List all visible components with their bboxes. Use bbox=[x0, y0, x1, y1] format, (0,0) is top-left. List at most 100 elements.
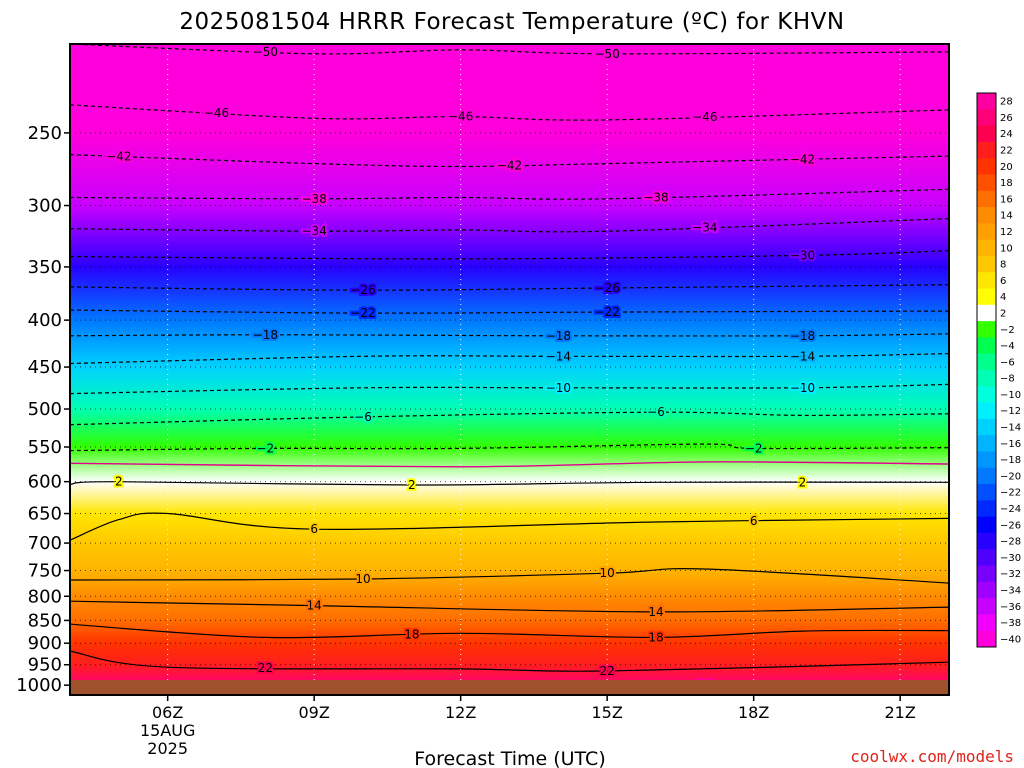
isotherm-line bbox=[70, 154, 949, 168]
isotherm-line bbox=[70, 383, 949, 395]
colorbar-label: −2 bbox=[1000, 325, 1015, 336]
isotherm-label-halo: −34 bbox=[692, 221, 717, 235]
isotherm-label: −50 bbox=[253, 45, 278, 59]
colorbar-label: −6 bbox=[1000, 357, 1015, 368]
isotherm-line bbox=[70, 284, 949, 291]
isotherm-label: −22 bbox=[350, 306, 375, 320]
colorbar-label: −36 bbox=[1000, 602, 1021, 613]
colorbar-label: 28 bbox=[1000, 97, 1013, 108]
isotherm-label-halo: 2 bbox=[115, 475, 123, 489]
isotherm-label-halo: −22 bbox=[595, 305, 620, 319]
isotherm-label: −46 bbox=[204, 106, 229, 120]
colorbar-swatch bbox=[977, 630, 996, 648]
temperature-field bbox=[70, 44, 949, 695]
colorbar-label: 2 bbox=[1000, 308, 1006, 319]
colorbar-swatch bbox=[977, 141, 996, 159]
colorbar-swatch bbox=[977, 598, 996, 615]
y-tick-label: 550 bbox=[28, 437, 62, 458]
colorbar-label: −8 bbox=[1000, 374, 1015, 385]
colorbar: 28 26 24 22 20 18 16 14 12 10 8 6 4 2 −2 −4 −6 −8 −10 −12 −1… bbox=[976, 92, 1021, 648]
isotherm-label-halo: −46 bbox=[448, 110, 473, 124]
y-tick-label: 400 bbox=[28, 310, 62, 331]
x-tick-sublabel: 2025 bbox=[147, 739, 188, 758]
x-tick-label: 15Z bbox=[592, 703, 623, 722]
isotherm-line bbox=[70, 443, 949, 452]
colorbar-label: 10 bbox=[1000, 243, 1013, 254]
y-tick-label: 600 bbox=[28, 472, 62, 493]
isotherm-label: 6 bbox=[750, 514, 758, 528]
isotherm-label-halo: −18 bbox=[546, 329, 571, 343]
colorbar-frame bbox=[976, 92, 997, 648]
colorbar-swatch bbox=[977, 581, 996, 599]
isotherm-label: −46 bbox=[692, 110, 717, 124]
isotherm-label-halo: 6 bbox=[750, 514, 758, 528]
isotherm-label: −42 bbox=[497, 159, 522, 173]
colorbar-swatch bbox=[977, 109, 996, 127]
colorbar-label: −20 bbox=[1000, 471, 1021, 482]
isotherm-label: −42 bbox=[106, 149, 131, 163]
colorbar-swatch bbox=[977, 239, 996, 257]
isotherm-label: 10 bbox=[600, 566, 615, 580]
colorbar-label: −34 bbox=[1000, 585, 1021, 596]
colorbar-label: −24 bbox=[1000, 504, 1021, 515]
isotherm-line bbox=[70, 461, 949, 468]
credit-link[interactable]: coolwx.com/models bbox=[850, 747, 1014, 766]
colorbar-label: −26 bbox=[1000, 520, 1021, 531]
colorbar-label: −32 bbox=[1000, 569, 1021, 580]
colorbar-swatch bbox=[977, 255, 996, 273]
colorbar-label: 12 bbox=[1000, 227, 1013, 238]
colorbar-label: 6 bbox=[1000, 276, 1006, 287]
isotherm-label-halo: 6 bbox=[310, 522, 318, 536]
isotherm-label: −6 bbox=[647, 405, 665, 419]
colorbar-swatch bbox=[977, 93, 996, 110]
isotherm-label: −26 bbox=[350, 283, 375, 297]
isotherm-contours: −50−50 −50−50−46−46 −46−46 −46−46−42−42−42−… bbox=[70, 44, 949, 694]
isotherm-line bbox=[70, 623, 949, 639]
plot-frame bbox=[69, 43, 950, 696]
isotherm-label: 18 bbox=[648, 630, 663, 644]
x-axis-label: Forecast Time (UTC) bbox=[414, 748, 605, 768]
colorbar-label: −10 bbox=[1000, 390, 1021, 401]
colorbar-label: −14 bbox=[1000, 423, 1021, 434]
isotherm-label: 18 bbox=[404, 627, 419, 641]
y-tick-label: 900 bbox=[28, 633, 62, 654]
colorbar-label: 22 bbox=[1000, 146, 1013, 157]
colorbar-swatch bbox=[977, 386, 996, 404]
isotherm-line bbox=[70, 309, 949, 314]
isotherm-label-halo: −30 bbox=[790, 248, 815, 262]
isotherm-label: −14 bbox=[790, 349, 815, 363]
isotherm-label-halo: −6 bbox=[647, 405, 665, 419]
isotherm-label-halo: 14 bbox=[307, 599, 322, 613]
colorbar-label: 4 bbox=[1000, 292, 1006, 303]
isotherm-label: −34 bbox=[302, 224, 327, 238]
isotherm-label-halo: −42 bbox=[497, 159, 522, 173]
x-tick-label: 18Z bbox=[738, 703, 769, 722]
colorbar-label: −28 bbox=[1000, 537, 1021, 548]
colorbar-swatch bbox=[977, 467, 996, 485]
isotherm-label: −34 bbox=[692, 221, 717, 235]
colorbar-swatch bbox=[977, 402, 996, 420]
isotherm-label-halo: 2 bbox=[408, 478, 416, 492]
isotherm-label-halo: −42 bbox=[790, 152, 815, 166]
isotherm-label-halo: 2 bbox=[799, 475, 807, 489]
isotherm-label-halo: −46 bbox=[204, 106, 229, 120]
isotherm-line bbox=[70, 568, 949, 584]
isotherm-label: 14 bbox=[648, 605, 663, 619]
colorbar-label: −4 bbox=[1000, 341, 1015, 352]
isotherm-label: 2 bbox=[408, 478, 416, 492]
colorbar-label: −30 bbox=[1000, 553, 1021, 564]
colorbar-label: 18 bbox=[1000, 178, 1013, 189]
isotherm-label-halo: −18 bbox=[253, 328, 278, 342]
colorbar-swatch bbox=[977, 321, 996, 338]
isotherm-label: −46 bbox=[448, 110, 473, 124]
chart-title: 2025081504 HRRR Forecast Temperature (ºC… bbox=[179, 9, 844, 35]
x-tick-label: 06Z bbox=[152, 703, 183, 722]
colorbar-label: −16 bbox=[1000, 439, 1021, 450]
colorbar-swatch bbox=[977, 565, 996, 583]
isotherm-label: −2 bbox=[256, 441, 274, 455]
isotherm-label-halo: 22 bbox=[258, 661, 273, 675]
isotherm-label: −18 bbox=[253, 328, 278, 342]
colorbar-label: 8 bbox=[1000, 260, 1006, 271]
isotherm-label-halo: 18 bbox=[648, 630, 663, 644]
isotherm-label-halo: −38 bbox=[302, 192, 327, 206]
